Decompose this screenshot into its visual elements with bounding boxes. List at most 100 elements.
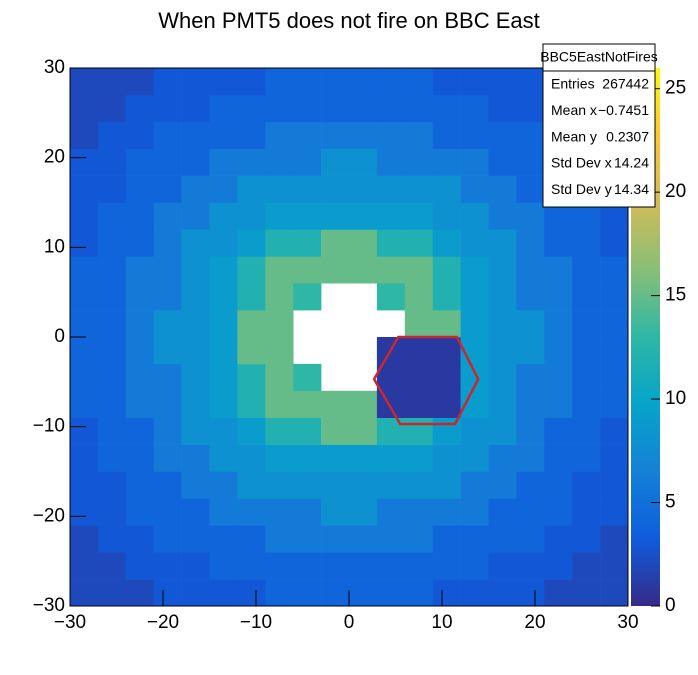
x-tick-label: 20 xyxy=(524,612,545,633)
heat-cell xyxy=(181,310,210,338)
heat-cell xyxy=(125,229,154,257)
heat-cell xyxy=(460,256,489,284)
heat-cell xyxy=(321,552,350,580)
heat-cell xyxy=(209,148,238,176)
heat-cell xyxy=(293,390,322,418)
heat-cell xyxy=(209,283,238,311)
heat-cell xyxy=(97,337,127,365)
heat-cell xyxy=(237,498,266,526)
heat-cell xyxy=(377,310,405,337)
heat-cell xyxy=(516,390,545,418)
heat-cell xyxy=(376,94,406,123)
heat-cell xyxy=(265,175,294,203)
heat-cell xyxy=(209,579,238,607)
heat-cell xyxy=(488,390,517,418)
heat-cell xyxy=(125,444,154,472)
heat-cell xyxy=(460,148,489,176)
heat-cell xyxy=(376,68,406,96)
x-tick-label: −30 xyxy=(54,612,86,633)
heat-cell xyxy=(237,552,266,580)
heat-cell xyxy=(97,148,127,176)
heat-cell xyxy=(181,121,210,149)
heat-cell xyxy=(516,471,545,499)
heat-cell xyxy=(70,202,99,230)
heat-cell xyxy=(293,552,322,580)
heat-cell xyxy=(460,202,489,230)
heat-cell xyxy=(404,68,433,96)
heat-cell xyxy=(181,148,210,176)
heat-cell xyxy=(153,471,182,499)
heat-cell xyxy=(293,175,322,203)
heat-cell xyxy=(572,390,601,418)
x-tick-label: −10 xyxy=(240,612,272,633)
heat-cell xyxy=(516,417,545,445)
heat-cell xyxy=(376,552,406,580)
heat-cell xyxy=(349,175,378,203)
heat-cell xyxy=(125,94,154,123)
heat-cell xyxy=(488,525,517,553)
heat-cell xyxy=(488,444,517,472)
heat-cell xyxy=(209,525,238,553)
heat-cell xyxy=(125,121,154,149)
heat-cell xyxy=(293,121,322,149)
heat-cell xyxy=(376,283,406,311)
heat-cell xyxy=(293,148,322,176)
hexagon xyxy=(372,335,480,426)
x-tick-label: 30 xyxy=(617,612,638,633)
heat-cell xyxy=(97,94,127,123)
heat-cell xyxy=(265,68,294,96)
heat-cell xyxy=(488,363,517,392)
heat-cell xyxy=(600,256,629,284)
heat-cell xyxy=(349,283,377,310)
heat-cell xyxy=(600,417,629,445)
heat-cell xyxy=(153,283,182,311)
heat-cell xyxy=(460,552,489,580)
heat-cell xyxy=(404,202,433,230)
heat-cell xyxy=(572,256,601,284)
heat-cell xyxy=(97,310,127,338)
heat-cell xyxy=(460,471,489,499)
heat-cell xyxy=(516,552,545,580)
heat-cell xyxy=(125,256,154,284)
heat-cell xyxy=(600,579,629,607)
heat-cell xyxy=(544,498,573,526)
z-tick-label: 5 xyxy=(665,492,676,513)
heat-cell xyxy=(544,444,573,472)
heat-cell xyxy=(181,417,210,445)
heat-cell xyxy=(376,121,406,149)
heat-cell xyxy=(516,579,545,607)
heat-cell xyxy=(544,310,573,338)
heat-cell xyxy=(349,364,377,391)
heat-cell xyxy=(209,229,238,257)
heat-cell xyxy=(376,498,406,526)
heat-cell xyxy=(404,525,433,553)
heat-cell xyxy=(209,552,238,580)
heat-cell xyxy=(404,283,433,311)
heat-cell xyxy=(321,121,350,149)
z-tick-label: 20 xyxy=(665,181,686,202)
heat-cell xyxy=(321,229,350,257)
heat-cell xyxy=(516,498,545,526)
heat-cell xyxy=(404,121,433,149)
heat-cell xyxy=(97,175,127,203)
heat-cell xyxy=(237,525,266,553)
heat-cell xyxy=(237,94,266,123)
heat-cell xyxy=(237,579,266,607)
y-tick-label: 0 xyxy=(54,326,65,347)
heat-cell xyxy=(488,579,517,607)
heat-cell xyxy=(432,256,461,284)
heat-cell xyxy=(70,283,99,311)
heat-cell xyxy=(349,337,377,364)
heat-cell xyxy=(265,417,294,445)
heat-cell xyxy=(544,525,573,553)
heat-cell xyxy=(404,94,433,123)
heat-cell xyxy=(404,552,433,580)
stats-value: 14.24 xyxy=(614,155,649,171)
heat-cell xyxy=(181,525,210,553)
heat-cell xyxy=(265,202,294,230)
heat-cell xyxy=(572,363,601,392)
heat-cell xyxy=(600,283,629,311)
heat-cell xyxy=(97,121,127,149)
heat-cell xyxy=(544,363,573,392)
heat-cell xyxy=(153,148,182,176)
